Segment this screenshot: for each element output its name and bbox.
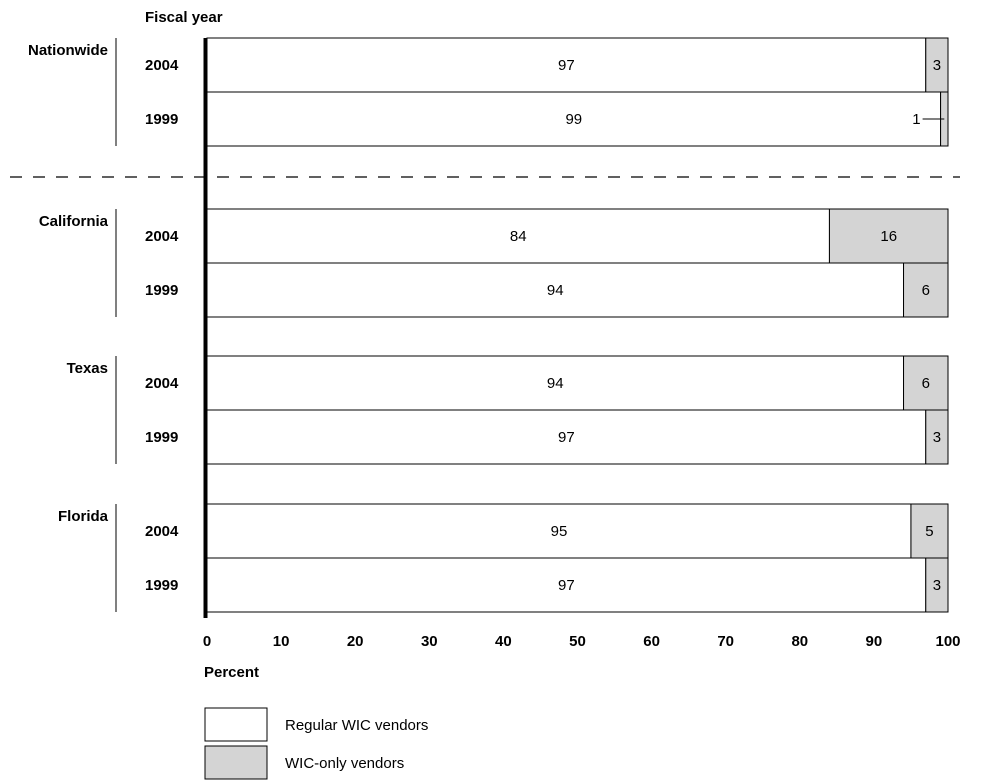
group-label-florida: Florida (58, 508, 109, 525)
x-tick-label: 80 (791, 633, 808, 650)
bar-regular-segment (206, 557, 927, 613)
value-label-regular: 97 (558, 429, 575, 446)
year-label: 1999 (145, 111, 178, 128)
group-california: California 2004 84 16 1999 94 6 (39, 208, 949, 318)
value-label-regular: 97 (558, 577, 575, 594)
x-tick-label: 40 (495, 633, 512, 650)
bar-wic-only-segment (903, 262, 949, 318)
bar-regular-segment (206, 208, 830, 264)
x-tick-label: 20 (347, 633, 364, 650)
group-label-texas: Texas (67, 360, 108, 377)
value-label-regular: 84 (510, 228, 527, 245)
value-label-wic-only: 6 (922, 282, 930, 299)
legend-label-wic-only: WIC-only vendors (285, 755, 404, 772)
bars-layer: Nationwide 2004 97 3 1999 99 1 California 2004 84… (28, 37, 949, 613)
group-nationwide: Nationwide 2004 97 3 1999 99 1 (28, 37, 949, 147)
x-tick-label: 0 (203, 633, 211, 650)
bar-wic-only-segment (903, 355, 949, 411)
bar-wic-only-segment (828, 208, 949, 264)
y-axis-title: Fiscal year (145, 9, 223, 26)
bar-wic-only-segment (925, 409, 949, 465)
value-label-regular: 95 (551, 523, 568, 540)
value-label-regular: 97 (558, 57, 575, 74)
y-axis-baseline (203, 38, 208, 618)
x-tick-label: 10 (273, 633, 290, 650)
group-texas: Texas 2004 94 6 1999 97 3 (67, 355, 949, 465)
legend-swatch-wic-only (204, 745, 268, 780)
year-label: 2004 (145, 523, 179, 540)
value-label-regular: 94 (547, 282, 564, 299)
value-label-wic-only: 16 (880, 228, 897, 245)
value-label-wic-only: 5 (925, 523, 933, 540)
legend-label-regular: Regular WIC vendors (285, 717, 428, 734)
value-label-regular: 99 (565, 111, 582, 128)
x-tick-label: 100 (935, 633, 960, 650)
x-tick-label: 50 (569, 633, 586, 650)
legend: Regular WIC vendors WIC-only vendors (204, 707, 428, 780)
value-label-wic-only: 3 (933, 57, 941, 74)
year-label: 2004 (145, 375, 179, 392)
year-label: 1999 (145, 577, 178, 594)
group-label-california: California (39, 213, 109, 230)
year-label: 1999 (145, 282, 178, 299)
group-label-nationwide: Nationwide (28, 42, 108, 59)
group-florida: Florida 2004 95 5 1999 97 3 (58, 503, 949, 613)
value-label-wic-only: 3 (933, 577, 941, 594)
x-axis-ticks: 0 10 20 30 40 50 60 70 80 90 100 (203, 633, 961, 650)
value-label-regular: 94 (547, 375, 564, 392)
x-axis-title: Percent (204, 664, 259, 681)
year-label: 2004 (145, 57, 179, 74)
year-label: 2004 (145, 228, 179, 245)
x-tick-label: 60 (643, 633, 660, 650)
x-tick-label: 70 (717, 633, 734, 650)
bar-regular-segment (206, 262, 905, 318)
x-tick-label: 90 (866, 633, 883, 650)
value-label-wic-only: 3 (933, 429, 941, 446)
year-label: 1999 (145, 429, 178, 446)
bar-regular-segment (206, 91, 942, 147)
value-label-wic-only: 6 (922, 375, 930, 392)
bar-wic-only-segment (925, 557, 949, 613)
x-tick-label: 30 (421, 633, 438, 650)
value-label-wic-only: 1 (912, 111, 920, 128)
legend-swatch-regular (204, 707, 268, 742)
bar-regular-segment (206, 503, 912, 559)
